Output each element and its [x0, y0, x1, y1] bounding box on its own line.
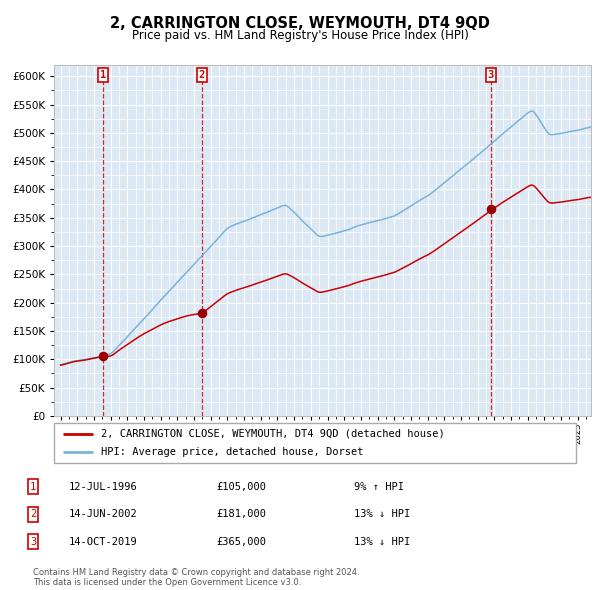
Text: £105,000: £105,000: [216, 482, 266, 491]
Text: 14-OCT-2019: 14-OCT-2019: [69, 537, 138, 546]
Point: [486, 205, 496, 214]
Text: 1: 1: [100, 70, 106, 80]
Text: This data is licensed under the Open Government Licence v3.0.: This data is licensed under the Open Gov…: [33, 578, 301, 587]
Text: £365,000: £365,000: [216, 537, 266, 546]
Text: 9% ↑ HPI: 9% ↑ HPI: [354, 482, 404, 491]
Text: Price paid vs. HM Land Registry's House Price Index (HPI): Price paid vs. HM Land Registry's House …: [131, 29, 469, 42]
Text: 2, CARRINGTON CLOSE, WEYMOUTH, DT4 9QD (detached house): 2, CARRINGTON CLOSE, WEYMOUTH, DT4 9QD (…: [101, 429, 445, 439]
Text: HPI: Average price, detached house, Dorset: HPI: Average price, detached house, Dors…: [101, 447, 364, 457]
Text: 12-JUL-1996: 12-JUL-1996: [69, 482, 138, 491]
Text: 2: 2: [30, 510, 36, 519]
Text: Contains HM Land Registry data © Crown copyright and database right 2024.: Contains HM Land Registry data © Crown c…: [33, 568, 359, 577]
Text: 13% ↓ HPI: 13% ↓ HPI: [354, 537, 410, 546]
Point: [197, 309, 206, 318]
Text: 2, CARRINGTON CLOSE, WEYMOUTH, DT4 9QD: 2, CARRINGTON CLOSE, WEYMOUTH, DT4 9QD: [110, 16, 490, 31]
Text: 13% ↓ HPI: 13% ↓ HPI: [354, 510, 410, 519]
Text: 2: 2: [199, 70, 205, 80]
Text: 3: 3: [488, 70, 494, 80]
Point: [98, 352, 108, 361]
Text: £181,000: £181,000: [216, 510, 266, 519]
Text: 14-JUN-2002: 14-JUN-2002: [69, 510, 138, 519]
Text: 1: 1: [30, 482, 36, 491]
Text: 3: 3: [30, 537, 36, 546]
FancyBboxPatch shape: [54, 423, 576, 463]
